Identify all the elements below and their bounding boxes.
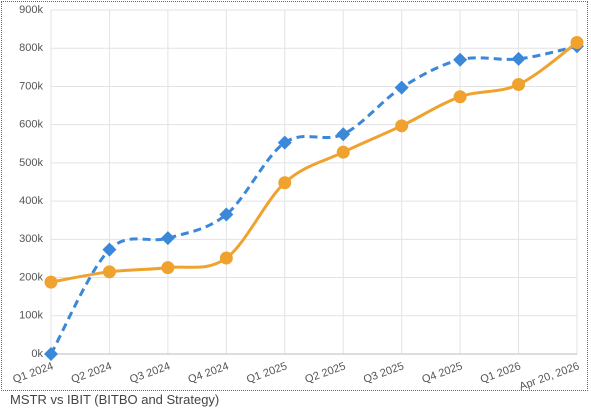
marker [570, 35, 584, 49]
marker [102, 265, 116, 279]
x-tick-label: Q4 2025 [420, 360, 464, 386]
marker [453, 52, 468, 67]
y-tick-label: 600k [19, 119, 43, 131]
series-line [50, 41, 578, 284]
marker [336, 145, 350, 159]
y-tick-label: 800k [19, 42, 43, 54]
marker [44, 347, 58, 361]
x-tick-label: Q4 2024 [187, 360, 231, 386]
y-tick-label: 900k [19, 4, 43, 16]
series-line [49, 44, 578, 355]
marker [278, 176, 292, 190]
x-tick-label: Q3 2025 [362, 360, 406, 386]
x-tick-label: Q1 2024 [11, 360, 55, 386]
marker [277, 135, 292, 150]
y-tick-label: 200k [19, 271, 43, 283]
marker [102, 242, 117, 257]
x-tick-label: Q3 2024 [128, 360, 172, 386]
y-tick-label: 700k [19, 80, 43, 92]
marker [160, 231, 175, 246]
marker [219, 251, 233, 265]
marker [394, 80, 409, 95]
chart: 0k 100k 200k 300k 400k 500k 600k 700k 800k 900k Q1… [11, 4, 584, 393]
x-tick-label: Q2 2025 [303, 360, 347, 386]
marker [453, 90, 467, 104]
caption: MSTR vs IBIT (BITBO and Strategy) [10, 392, 220, 407]
marker [336, 127, 351, 142]
y-tick-label: 400k [19, 195, 43, 207]
x-tick-label: Q1 2025 [245, 360, 289, 386]
y-tick-label: 300k [19, 233, 43, 245]
marker [161, 261, 175, 275]
x-tick-label: Q1 2026 [479, 360, 523, 386]
marker [44, 275, 58, 289]
y-tick-label: 500k [19, 157, 43, 169]
y-tick-label: 100k [19, 310, 43, 322]
marker [512, 78, 526, 92]
x-tick-label: Apr 20, 2026 [518, 360, 581, 390]
x-tick-label: Q2 2024 [70, 360, 114, 386]
marker [511, 51, 526, 66]
marker [395, 119, 409, 133]
marker [219, 207, 234, 222]
y-tick-label: 0k [31, 348, 43, 360]
